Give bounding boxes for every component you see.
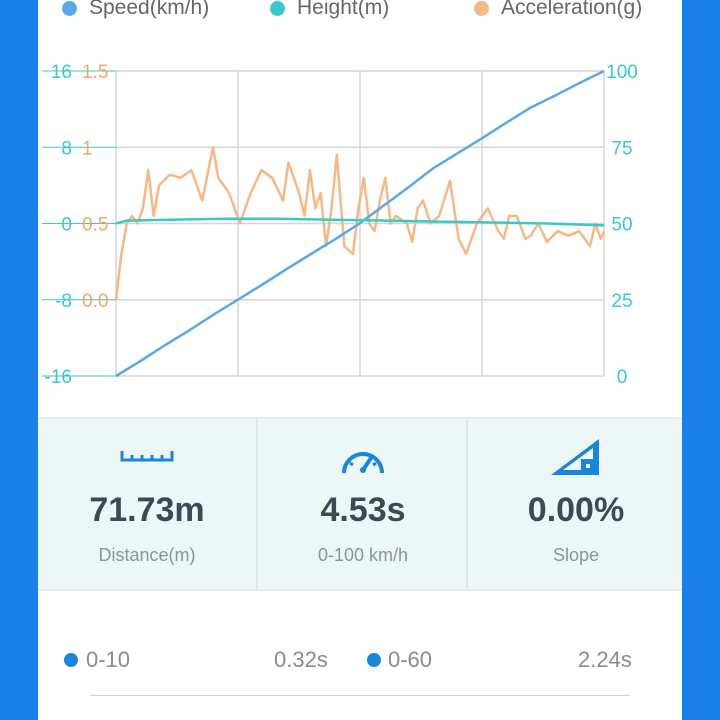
speed-series-line	[115, 69, 605, 378]
legend-height-dot-icon	[270, 0, 285, 16]
legend-speed-dot-icon	[62, 0, 77, 16]
split-0-60-label: 0-60	[388, 647, 433, 672]
slope-label: Slope	[552, 545, 600, 565]
tick-label: 0.5	[82, 215, 108, 236]
split-0-10-label: 0-10	[86, 647, 131, 672]
legend-item-acceleration[interactable]: Acceleration(g)	[474, 0, 642, 20]
stat-slope: 0.00% Slope	[466, 419, 682, 589]
results-panel: Speed(km/h) Height(m) Acceleration(g) 16…	[38, 0, 682, 720]
stat-distance: 71.73m Distance(m)	[38, 419, 256, 589]
tick-label: 25	[611, 291, 632, 312]
acceleration-series-line	[114, 146, 606, 300]
chart-legend: Speed(km/h) Height(m) Acceleration(g)	[38, 0, 682, 22]
zero-to-hundred-label: 0-100 km/h	[317, 545, 409, 565]
legend-acceleration-dot-icon	[474, 0, 489, 16]
tick-label: -8	[55, 291, 72, 312]
height-series-line	[115, 217, 605, 227]
stats-row: 71.73m Distance(m) 4.53s 0-100 km/h	[38, 417, 682, 591]
zero-to-hundred-value: 4.53s	[320, 491, 406, 529]
ruler-icon	[119, 443, 175, 472]
legend-item-speed[interactable]: Speed(km/h)	[62, 0, 209, 20]
tick-label: 1.5	[82, 62, 108, 83]
legend-acceleration-label: Acceleration(g)	[501, 0, 643, 19]
split-0-10-value: 0.32s	[274, 647, 328, 672]
chart-series	[114, 69, 606, 378]
split-0-10-dot-icon	[64, 653, 78, 667]
tick-label: 1	[82, 138, 93, 159]
axis-tick-labels: 16 8 0 -8 -16 1.5 1 0.5 0.0 100 75 50 25 0	[45, 62, 638, 388]
slope-value: 0.00%	[527, 491, 625, 529]
distance-value: 71.73m	[89, 491, 205, 529]
tick-label: 75	[611, 138, 632, 159]
legend-speed-label: Speed(km/h)	[89, 0, 210, 19]
tick-label: 0.0	[82, 291, 108, 312]
speedometer-icon	[339, 443, 387, 482]
legend-height-label: Height(m)	[297, 0, 390, 19]
divider	[90, 695, 630, 696]
tick-label: 0	[617, 367, 628, 388]
tick-label: 100	[606, 62, 638, 83]
distance-label: Distance(m)	[98, 545, 196, 565]
stat-zero-to-hundred: 4.53s 0-100 km/h	[256, 419, 468, 589]
split-times: 0-10 0.32s 0-60 2.24s	[38, 640, 682, 680]
split-0-60-dot-icon	[367, 653, 381, 667]
split-0-60-value: 2.24s	[578, 647, 632, 672]
acceleration-chart: 16 8 0 -8 -16 1.5 1 0.5 0.0 100 75 50 25 0	[42, 62, 638, 388]
tick-label: 0	[61, 215, 72, 236]
tick-label: 16	[51, 62, 72, 83]
tick-label: 50	[611, 215, 632, 236]
tick-label: 8	[61, 138, 72, 159]
tick-label: -16	[45, 367, 72, 388]
legend-item-height[interactable]: Height(m)	[270, 0, 389, 20]
slope-icon	[549, 435, 603, 484]
